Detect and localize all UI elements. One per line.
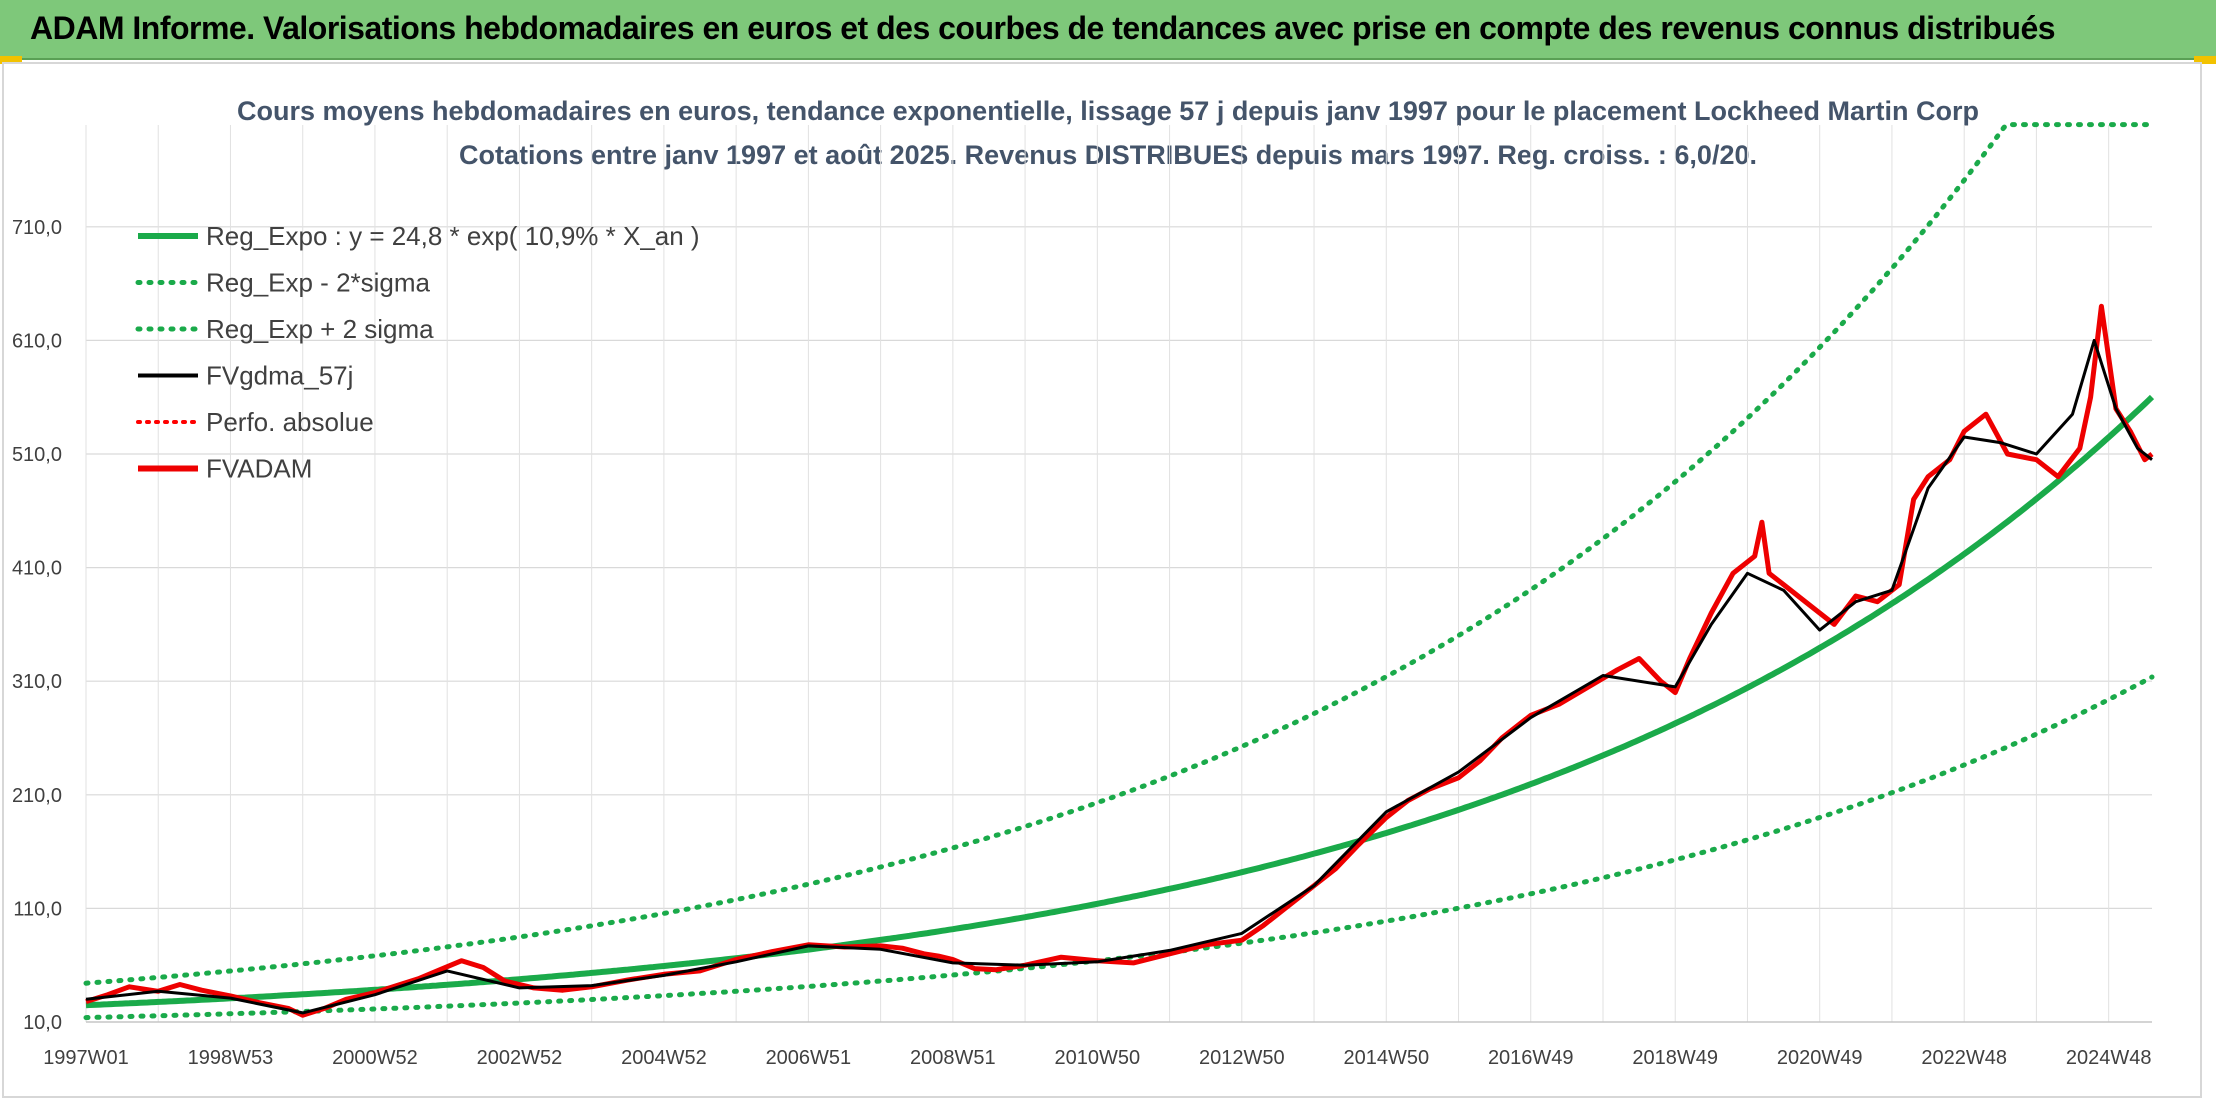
report-banner: ADAM Informe. Valorisations hebdomadaire…	[0, 0, 2216, 60]
y-tick-label: 410,0	[12, 558, 62, 580]
series-reg-expo	[85, 394, 2155, 1009]
x-tick-label: 2002W52	[477, 1047, 563, 1069]
y-tick-label: 310,0	[12, 671, 62, 693]
y-tick-label: 710,0	[12, 217, 62, 239]
legend-label: Reg_Expo : y = 24,8 * exp( 10,9% * X_an …	[206, 221, 700, 251]
x-tick-label: 2024W48	[2066, 1047, 2152, 1069]
x-tick-label: 2008W51	[910, 1047, 996, 1069]
x-tick-label: 2004W52	[621, 1047, 707, 1069]
series-layer	[83, 122, 2155, 1021]
x-tick-label: 1997W01	[43, 1047, 129, 1069]
x-tick-label: 2000W52	[332, 1047, 418, 1069]
grid	[85, 125, 2152, 1023]
legend-label: Reg_Exp + 2 sigma	[206, 314, 434, 344]
legend-label: FVADAM	[206, 454, 312, 484]
x-axis: 1997W01 1998W53 2000W52 2002W52 2004W52 2006W…	[43, 1021, 2152, 1069]
y-tick-label: 510,0	[12, 444, 62, 466]
banner-title: ADAM Informe. Valorisations hebdomadaire…	[30, 10, 2056, 46]
x-tick-label: 2012W50	[1199, 1047, 1285, 1069]
legend-label: Perfo. absolue	[206, 407, 374, 437]
series-reg-exp-minus-2sigma	[83, 674, 2155, 1021]
x-tick-label: 2016W49	[1488, 1047, 1574, 1069]
x-tick-label: 2010W50	[1055, 1047, 1141, 1069]
y-axis: 10,0 110,0 210,0 310,0 410,0 510,0 610,0 710,0	[12, 217, 62, 1034]
x-tick-label: 2014W50	[1343, 1047, 1429, 1069]
x-tick-label: 2018W49	[1632, 1047, 1718, 1069]
legend: Reg_Expo : y = 24,8 * exp( 10,9% * X_an …	[135, 221, 700, 484]
series-fvgdma-57j	[85, 338, 2153, 1015]
y-tick-label: 210,0	[12, 785, 62, 807]
series-reg-exp-plus-2sigma	[83, 122, 2155, 986]
chart-frame	[2, 62, 2202, 1098]
corner-marker-right	[2194, 56, 2216, 64]
x-tick-label: 1998W53	[188, 1047, 274, 1069]
y-tick-label: 10,0	[23, 1012, 62, 1034]
chart-title: Cours moyens hebdomadaires en euros, ten…	[237, 96, 1979, 126]
y-tick-label: 610,0	[12, 330, 62, 352]
series-fvadam	[85, 303, 2154, 1018]
corner-marker-left	[0, 56, 22, 64]
x-tick-label: 2022W48	[1921, 1047, 2007, 1069]
legend-label: FVgdma_57j	[206, 361, 353, 391]
y-tick-label: 110,0	[13, 898, 62, 920]
x-tick-label: 2020W49	[1777, 1047, 1863, 1069]
legend-label: Reg_Exp - 2*sigma	[206, 268, 431, 298]
x-tick-label: 2006W51	[766, 1047, 852, 1069]
chart-subtitle: Cotations entre janv 1997 et août 2025. …	[459, 140, 1757, 170]
